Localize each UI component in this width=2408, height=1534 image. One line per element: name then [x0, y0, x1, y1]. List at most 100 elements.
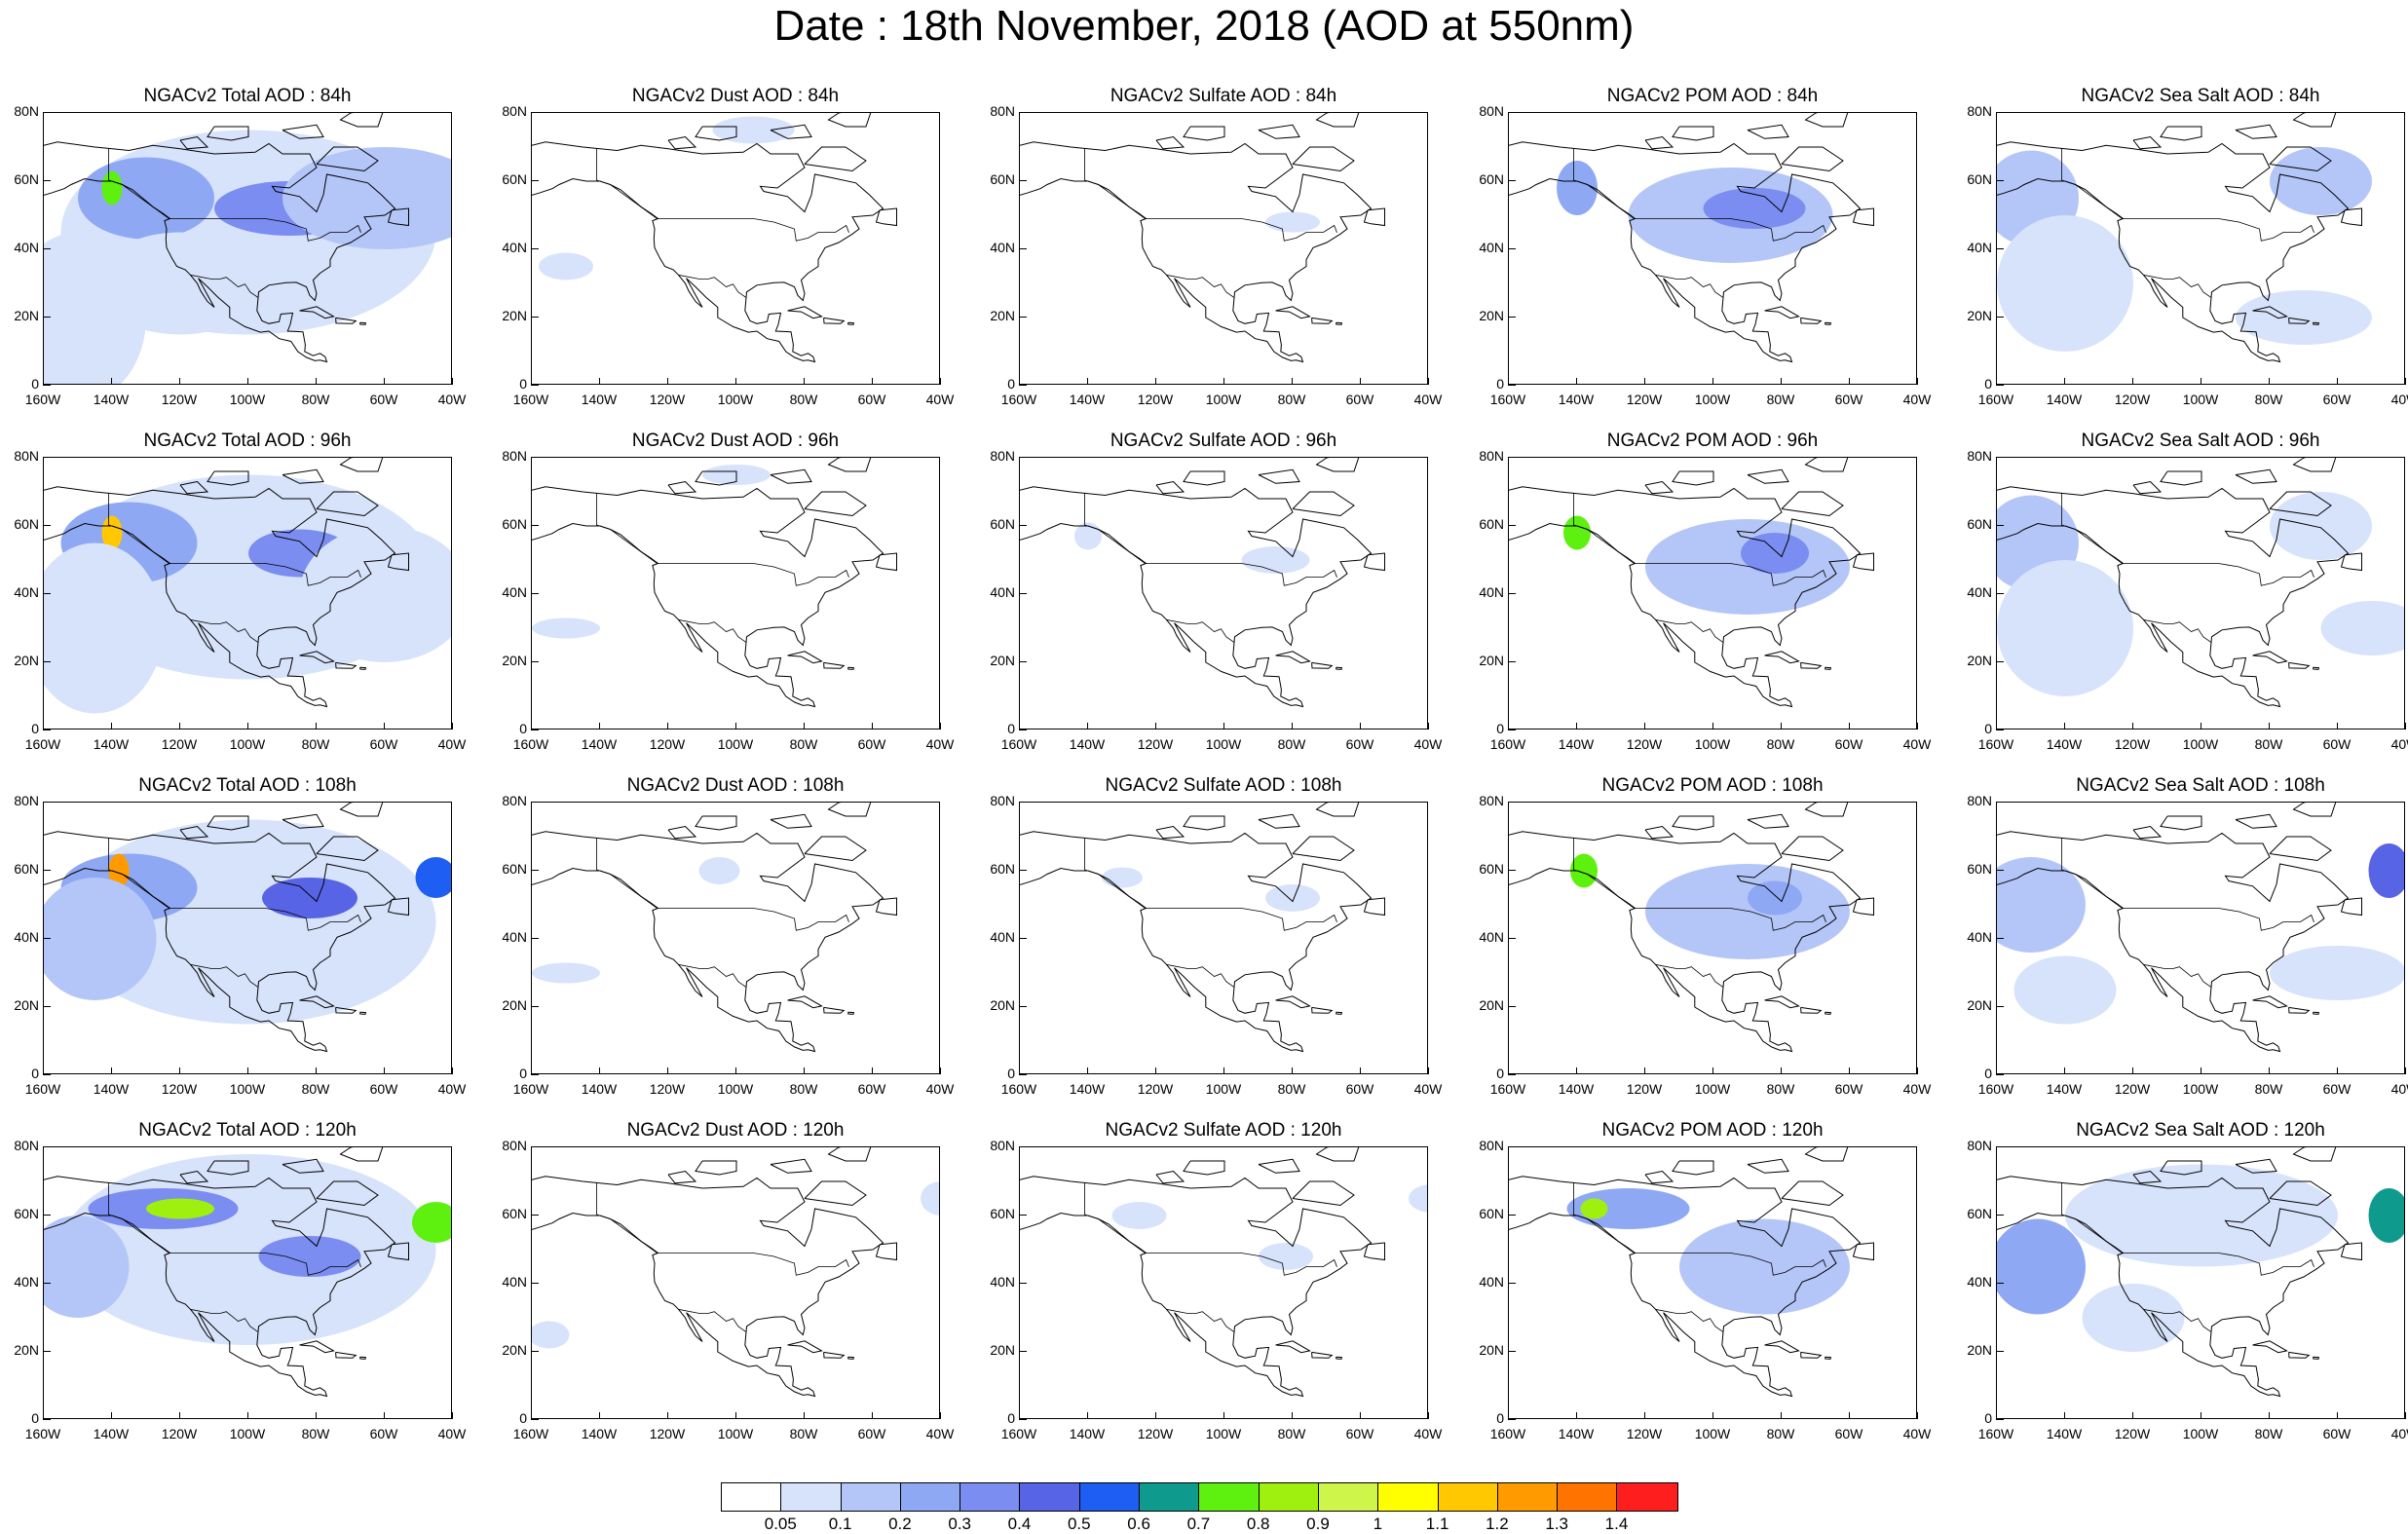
x-tick — [1360, 378, 1361, 385]
map-plot — [43, 112, 452, 385]
island-outline — [1315, 803, 1360, 817]
y-tick — [531, 1146, 539, 1147]
y-tick-label: 20N — [990, 308, 1015, 323]
x-tick-label: 140W — [581, 1426, 618, 1441]
map-panel: NGACv2 Sulfate AOD : 108h 80N 60N 40N 20N 0 16… — [990, 775, 1453, 1113]
coastline — [1509, 486, 1862, 708]
island-outline — [359, 1356, 367, 1360]
aod-blob — [1557, 161, 1598, 215]
y-tick-label: 80N — [1967, 1138, 1992, 1153]
x-tick-label: 100W — [229, 1426, 266, 1441]
island-outline — [299, 995, 335, 1009]
x-tick — [2405, 378, 2406, 385]
y-tick — [1508, 661, 1516, 662]
country-border — [1655, 1308, 1724, 1332]
island-outline — [1852, 207, 1874, 227]
x-tick — [531, 1412, 532, 1419]
country-border — [1573, 1182, 1826, 1276]
y-tick-label: 20N — [1479, 653, 1504, 668]
island-outline — [875, 207, 897, 227]
map-plot — [1996, 802, 2405, 1074]
aod-blob — [2368, 1188, 2404, 1243]
x-tick — [2337, 1067, 2338, 1074]
island-outline — [2235, 468, 2277, 484]
x-tick-label: 140W — [1558, 1426, 1595, 1441]
map-plot — [531, 112, 940, 385]
island-outline — [1672, 126, 1714, 141]
y-tick — [43, 1283, 51, 1284]
y-tick — [1508, 1074, 1516, 1075]
x-tick — [667, 1067, 668, 1074]
island-outline — [1747, 468, 1789, 484]
y-tick — [1508, 112, 1516, 113]
x-tick-label: 140W — [1069, 736, 1106, 752]
aod-blob — [532, 617, 600, 639]
x-tick-label: 120W — [161, 392, 198, 407]
country-border — [190, 618, 259, 643]
x-tick — [1508, 723, 1509, 730]
island-outline — [316, 491, 379, 517]
x-tick — [1996, 723, 1997, 730]
x-tick — [1155, 723, 1156, 730]
aod-field-map — [532, 458, 897, 708]
x-tick — [735, 378, 736, 385]
panel-title: NGACv2 Sulfate AOD : 96h — [1110, 430, 1337, 451]
island-outline — [770, 813, 812, 829]
island-outline — [1804, 458, 1849, 472]
colorbar-swatch — [1079, 1483, 1141, 1511]
x-tick — [1781, 378, 1782, 385]
y-tick-label: 40N — [1967, 1274, 1992, 1290]
x-tick-label: 120W — [2114, 1426, 2151, 1441]
x-tick-label: 160W — [512, 1426, 549, 1441]
x-tick — [2132, 723, 2133, 730]
island-outline — [1183, 815, 1225, 831]
y-tick — [1508, 593, 1516, 594]
x-tick — [1781, 1067, 1782, 1074]
x-tick-label: 40W — [925, 736, 955, 752]
x-tick — [1996, 378, 1997, 385]
x-tick — [599, 1067, 600, 1074]
map-panel: NGACv2 Dust AOD : 120h 80N 60N 40N 20N 0 160W 1… — [502, 1120, 965, 1458]
x-tick — [1223, 378, 1224, 385]
x-tick-label: 160W — [1489, 1081, 1526, 1097]
x-tick-label: 80W — [2254, 1081, 2283, 1097]
y-tick — [1019, 457, 1027, 458]
country-border — [2143, 963, 2212, 988]
map-plot — [1996, 112, 2405, 385]
island-outline — [1781, 146, 1844, 172]
x-tick-label: 80W — [1766, 736, 1795, 752]
country-border — [108, 1182, 361, 1276]
x-tick-label: 100W — [717, 736, 754, 752]
colorbar-label: 0.4 — [1007, 1515, 1032, 1533]
panel-title: NGACv2 Total AOD : 108h — [138, 775, 357, 796]
y-tick-label: 0 — [1007, 721, 1015, 736]
x-tick — [2269, 1067, 2270, 1074]
map-plot — [1996, 1146, 2405, 1419]
x-tick — [1155, 378, 1156, 385]
island-outline — [847, 321, 855, 325]
y-tick-label: 80N — [1479, 103, 1504, 119]
country-border — [190, 1308, 259, 1332]
colorbar-swatch — [722, 1483, 782, 1511]
panel-title: NGACv2 POM AOD : 84h — [1606, 86, 1819, 106]
island-outline — [2132, 825, 2163, 840]
y-tick-label: 40N — [14, 929, 39, 945]
y-tick — [43, 248, 51, 249]
island-outline — [335, 1006, 357, 1014]
x-tick-label: 120W — [649, 1426, 686, 1441]
country-border — [1573, 838, 1826, 931]
aod-blob — [1645, 864, 1850, 959]
aod-field-map — [532, 1147, 939, 1398]
aod-blob — [412, 1202, 451, 1243]
y-tick-label: 80N — [990, 1138, 1015, 1153]
island-outline — [827, 1147, 872, 1162]
y-tick-label: 40N — [1967, 929, 1992, 945]
map-panel: NGACv2 Total AOD : 84h 80N 60N 40N 20N 0 160W 1… — [14, 86, 477, 424]
x-tick-label: 80W — [1277, 1081, 1306, 1097]
x-tick — [1576, 378, 1577, 385]
x-tick — [1019, 1412, 1020, 1419]
panel-title: NGACv2 Sea Salt AOD : 96h — [2081, 430, 2320, 451]
x-tick — [2405, 1412, 2406, 1419]
y-tick — [1508, 180, 1516, 181]
aod-blob — [1409, 1184, 1427, 1213]
